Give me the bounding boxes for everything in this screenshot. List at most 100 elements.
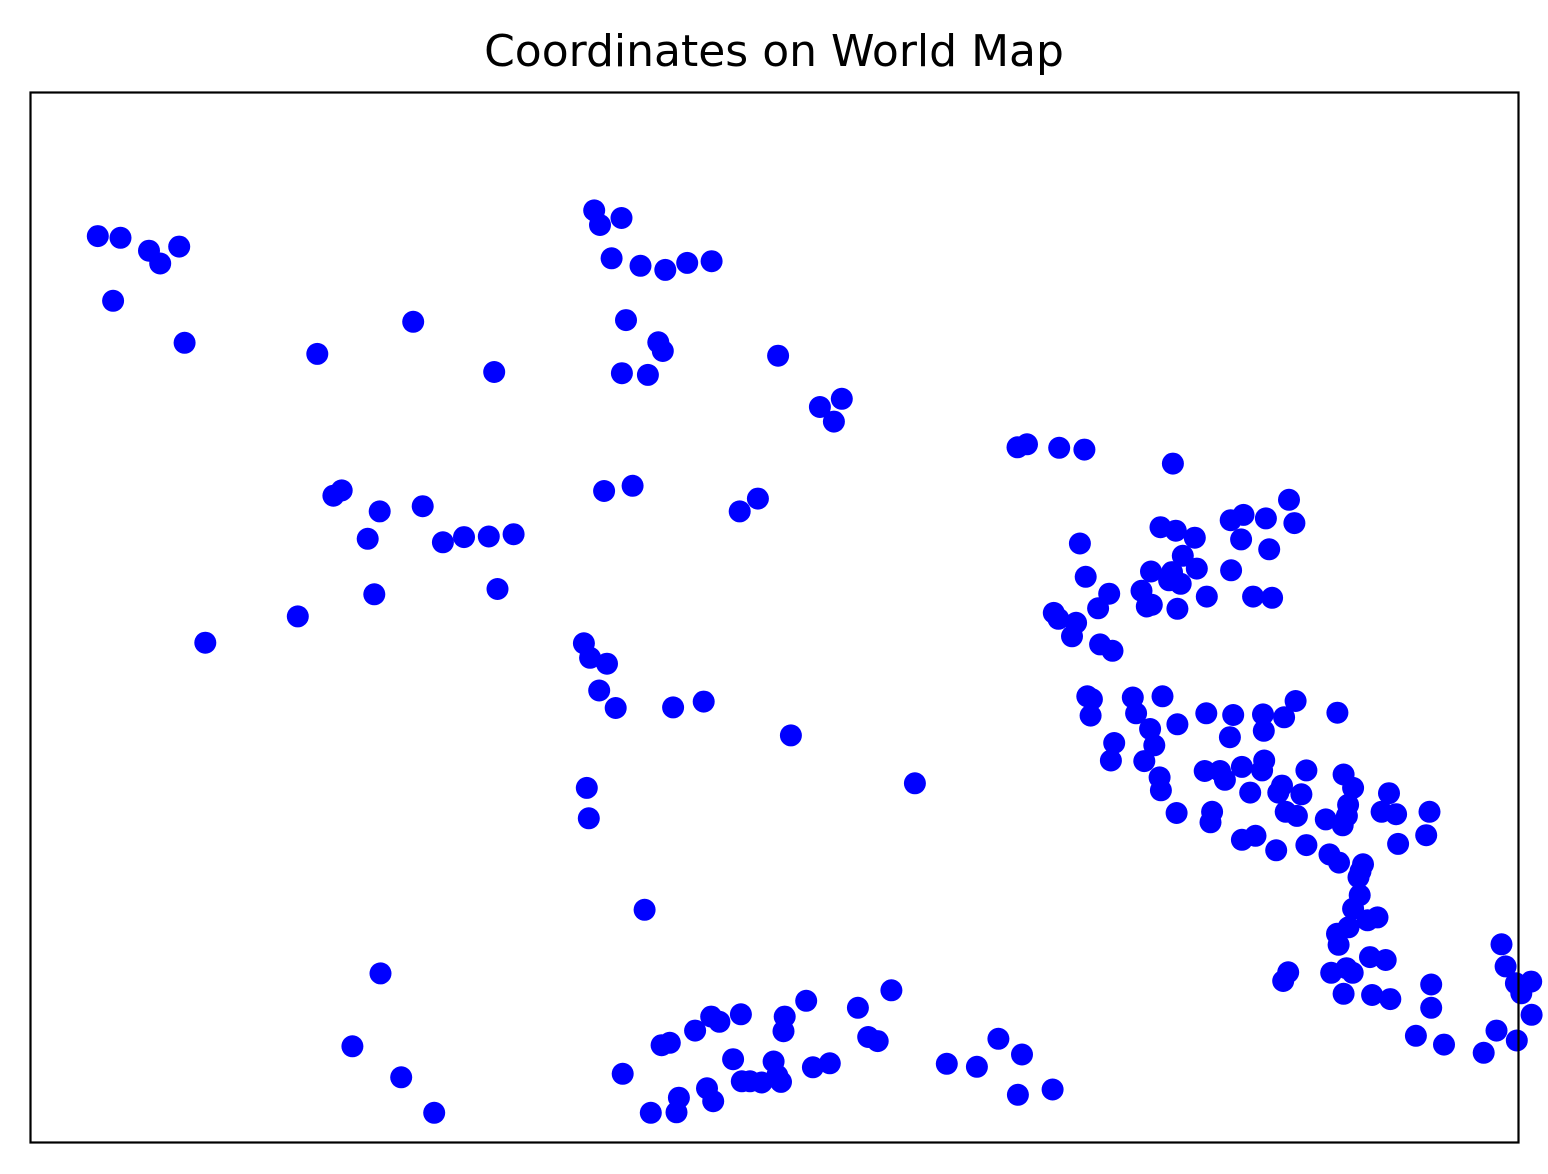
data-point-161	[1267, 781, 1290, 804]
data-point-96	[1048, 436, 1071, 459]
data-point-17	[700, 250, 723, 273]
data-point-39	[502, 523, 525, 546]
data-point-182	[1418, 800, 1441, 823]
data-point-202	[1374, 949, 1397, 971]
data-point-9	[483, 361, 506, 383]
data-point-48	[604, 697, 627, 719]
data-point-221	[1490, 933, 1513, 956]
data-point-21	[610, 362, 633, 385]
data-point-82	[801, 1056, 824, 1079]
data-point-116	[1195, 585, 1218, 608]
data-point-54	[903, 772, 926, 795]
data-point-184	[1387, 832, 1410, 855]
data-point-215	[1520, 1003, 1543, 1026]
data-point-81	[795, 989, 818, 1012]
data-point-112	[1169, 572, 1192, 595]
data-point-117	[1068, 532, 1091, 555]
data-point-118	[1074, 565, 1097, 588]
data-point-127	[1098, 582, 1121, 605]
data-point-147	[1252, 703, 1274, 726]
data-point-213	[1472, 1041, 1495, 1064]
data-point-5	[102, 289, 125, 312]
data-point-72	[722, 1048, 745, 1071]
data-point-43	[194, 631, 217, 654]
data-point-134	[1079, 704, 1102, 727]
data-point-24	[808, 396, 831, 418]
data-point-23	[767, 344, 790, 367]
data-point-20	[651, 340, 674, 362]
data-point-189	[1328, 851, 1350, 874]
data-point-102	[1254, 507, 1277, 530]
data-point-25	[830, 387, 853, 410]
data-point-93	[1006, 1083, 1029, 1106]
data-point-105	[1164, 519, 1187, 542]
data-point-98	[1161, 452, 1184, 475]
data-point-7	[306, 342, 329, 365]
data-point-204	[1420, 973, 1443, 996]
data-point-212	[1433, 1033, 1455, 1056]
data-point-145	[1222, 704, 1245, 726]
data-point-120	[1185, 557, 1208, 580]
data-point-16	[676, 251, 699, 274]
data-point-144	[1218, 726, 1241, 749]
data-point-203	[1341, 961, 1364, 984]
data-point-33	[322, 484, 345, 507]
data-point-71	[696, 1077, 718, 1100]
data-point-103	[1283, 512, 1306, 535]
data-point-27	[746, 487, 769, 510]
data-point-219	[1485, 1019, 1508, 1042]
data-point-8	[402, 310, 425, 333]
data-point-69	[667, 1086, 690, 1109]
data-point-13	[600, 247, 623, 270]
data-point-49	[662, 696, 685, 719]
data-point-97	[1073, 438, 1096, 461]
data-point-88	[935, 1052, 958, 1075]
data-point-195	[1356, 909, 1379, 932]
data-point-178	[1290, 783, 1313, 806]
data-point-128	[1047, 607, 1070, 630]
data-point-142	[1143, 734, 1166, 757]
data-point-115	[1261, 586, 1284, 609]
data-point-12	[610, 207, 633, 229]
data-point-109	[1171, 544, 1194, 567]
plot-frame	[29, 91, 1520, 1144]
data-point-149	[1273, 706, 1296, 729]
data-point-57	[341, 1035, 364, 1058]
data-point-174	[1331, 814, 1354, 837]
data-point-119	[1140, 560, 1162, 583]
data-point-155	[1193, 760, 1216, 782]
data-point-80	[773, 1005, 796, 1028]
data-point-56	[369, 962, 392, 985]
data-point-55	[633, 898, 656, 921]
data-point-35	[356, 527, 379, 550]
data-point-139	[1103, 732, 1126, 754]
data-point-160	[1326, 701, 1349, 724]
data-point-84	[846, 996, 869, 1019]
data-point-176	[1295, 759, 1318, 782]
data-point-22	[636, 363, 659, 386]
data-point-0	[86, 225, 109, 248]
data-point-148	[1284, 690, 1307, 712]
data-point-151	[1252, 719, 1275, 742]
data-point-209	[1379, 988, 1402, 1011]
data-point-45	[579, 646, 602, 669]
data-point-65	[729, 1003, 752, 1026]
data-point-132	[1061, 625, 1083, 648]
data-point-157	[1230, 755, 1253, 778]
data-point-191	[1347, 866, 1370, 889]
data-point-170	[1314, 808, 1337, 831]
data-point-90	[987, 1027, 1010, 1050]
data-point-164	[1251, 759, 1274, 782]
data-point-146	[1195, 702, 1218, 725]
chart-title: Coordinates on World Map	[484, 26, 1064, 77]
data-point-40	[363, 583, 386, 606]
data-point-218	[1504, 972, 1527, 995]
data-point-78	[766, 1064, 789, 1087]
data-point-114	[1242, 585, 1265, 608]
data-point-188	[1295, 834, 1318, 857]
data-point-159	[1213, 768, 1236, 791]
data-points	[86, 199, 1543, 1124]
data-point-198	[1327, 933, 1350, 956]
data-point-89	[965, 1055, 988, 1078]
data-point-183	[1415, 824, 1438, 847]
